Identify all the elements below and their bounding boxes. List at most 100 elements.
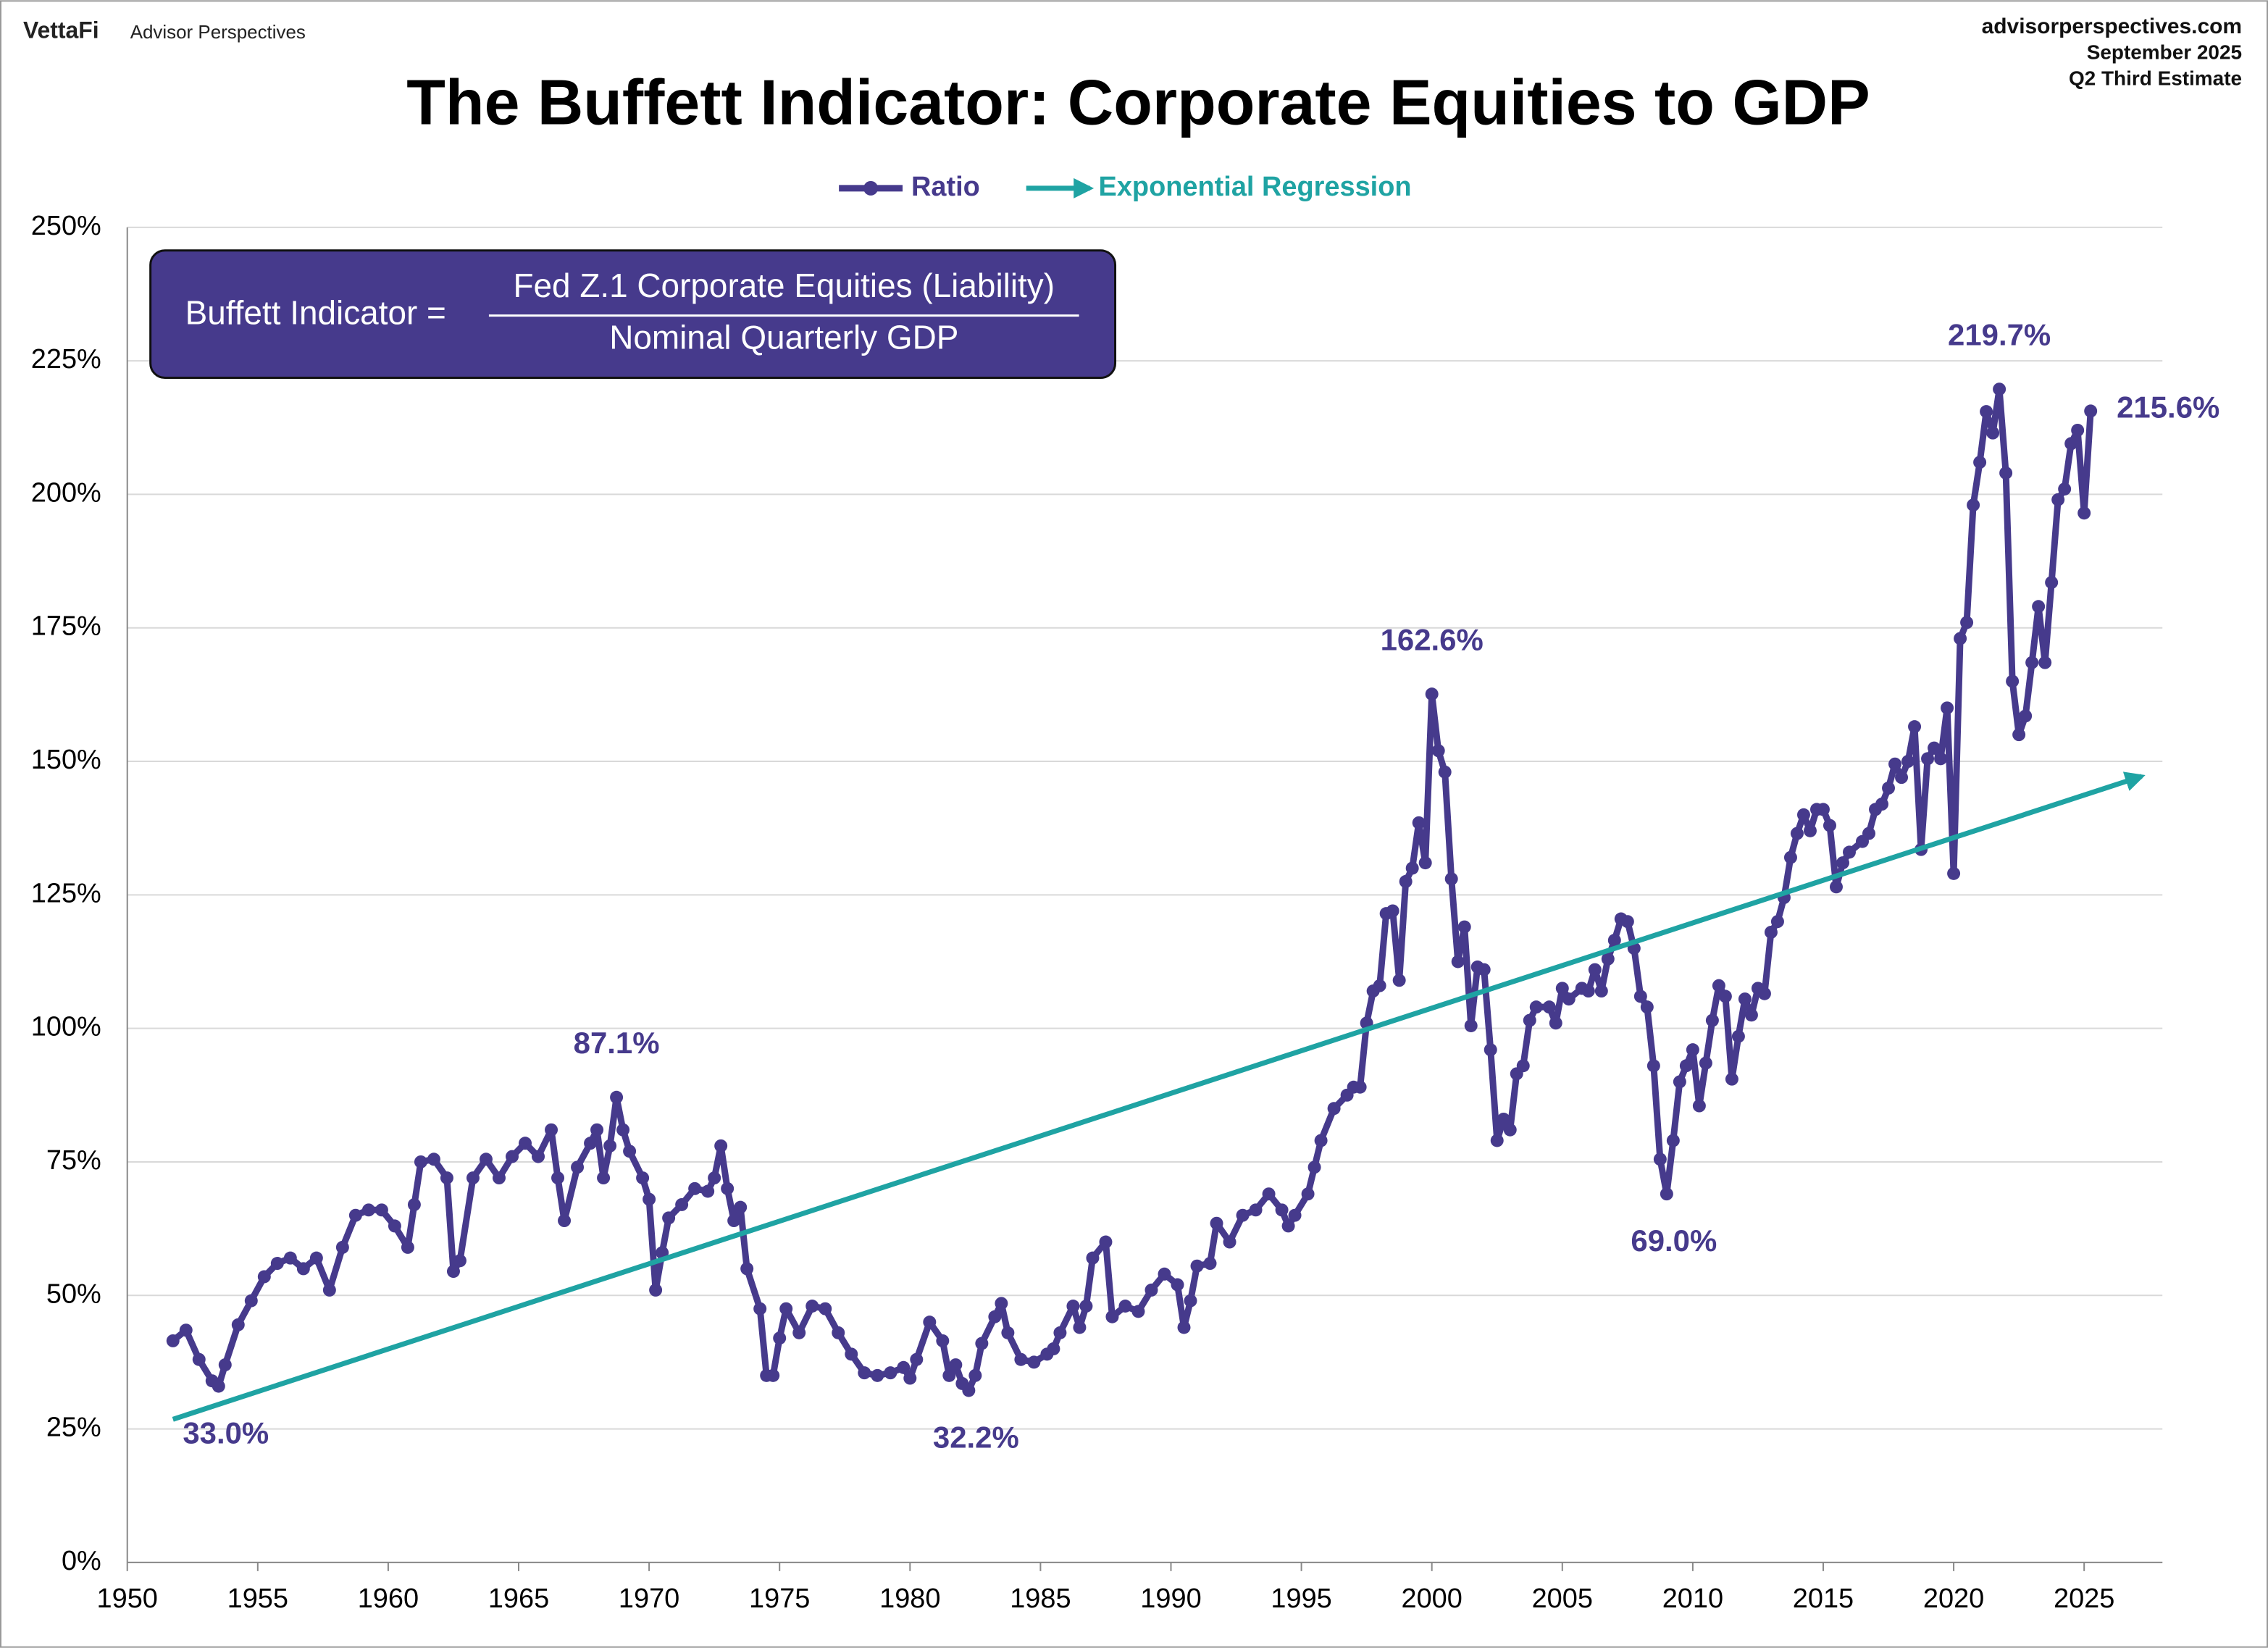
data-point (348, 1208, 362, 1222)
data-point (1425, 687, 1439, 701)
data-point (1307, 1160, 1321, 1174)
data-point (597, 1171, 611, 1185)
data-point (1712, 979, 1725, 992)
data-point (1967, 498, 1980, 512)
data-point (714, 1139, 728, 1153)
data-point (1725, 1072, 1738, 1086)
data-point (805, 1300, 819, 1313)
data-point (1803, 824, 1817, 837)
data-point (734, 1200, 748, 1214)
data-point (1686, 1043, 1699, 1057)
data-point (1464, 1019, 1478, 1032)
data-point (1999, 466, 2013, 480)
x-tick-label: 1960 (358, 1584, 419, 1614)
data-point (1666, 1134, 1680, 1147)
x-tick-label: 2005 (1532, 1584, 1593, 1614)
data-point (1223, 1235, 1236, 1249)
x-tick-label: 1990 (1140, 1584, 1201, 1614)
data-point (1001, 1326, 1015, 1339)
data-point (662, 1211, 676, 1225)
data-point (257, 1270, 271, 1284)
data-point (1457, 920, 1471, 934)
y-tick-label: 200% (31, 477, 101, 508)
data-point (1438, 765, 1452, 779)
data-point (1823, 819, 1836, 832)
data-point (766, 1368, 780, 1382)
data-point (1086, 1251, 1100, 1265)
formula-numerator: Fed Z.1 Corporate Equities (Liability) (513, 267, 1055, 304)
data-point (1790, 827, 1804, 840)
data-point (2051, 493, 2065, 506)
x-tick-label: 2015 (1793, 1584, 1854, 1614)
data-point (1399, 874, 1413, 888)
data-point (1412, 816, 1426, 829)
y-tick-label: 150% (31, 745, 101, 775)
data-point (532, 1150, 545, 1163)
data-point (388, 1219, 401, 1233)
data-point (1934, 752, 1948, 766)
data-point (506, 1150, 519, 1163)
data-point (1908, 720, 1922, 734)
data-point (995, 1297, 1008, 1310)
formula-lhs: Buffett Indicator = (185, 294, 446, 332)
data-point (675, 1197, 689, 1211)
data-point (1653, 1153, 1667, 1166)
x-tick-label: 1955 (227, 1584, 288, 1614)
y-tick-label: 75% (46, 1145, 101, 1176)
data-point (1118, 1300, 1132, 1313)
data-point (1418, 856, 1432, 870)
data-point (942, 1368, 956, 1382)
data-point (1843, 845, 1856, 859)
data-point (727, 1214, 741, 1228)
annotation: 215.6% (2117, 390, 2219, 424)
data-point (1099, 1235, 1113, 1249)
data-point (283, 1251, 297, 1265)
data-point (440, 1171, 453, 1185)
data-point (753, 1302, 767, 1316)
data-point (910, 1352, 924, 1366)
data-point (322, 1283, 336, 1297)
data-point (218, 1358, 232, 1372)
data-point (1581, 984, 1595, 998)
regression-line (172, 771, 2146, 1422)
data-point (1516, 1059, 1530, 1073)
data-point (871, 1368, 884, 1382)
y-tick-label: 175% (31, 611, 101, 642)
data-point (1386, 904, 1399, 918)
x-tick-label: 1970 (619, 1584, 679, 1614)
data-point (493, 1171, 506, 1185)
data-point (1555, 982, 1569, 995)
data-point (1816, 803, 1830, 816)
data-point (584, 1137, 598, 1150)
data-point (923, 1316, 937, 1329)
data-point (1053, 1326, 1067, 1339)
annotation: 69.0% (1631, 1224, 1717, 1258)
data-point (1588, 963, 1602, 976)
data-point (968, 1368, 982, 1382)
x-tick-label: 2020 (1923, 1584, 1984, 1614)
data-point (1281, 1219, 1295, 1233)
brand: VettaFi (23, 17, 99, 43)
data-point (1594, 984, 1608, 998)
plot-area: 0% 25% 50% 75% 100% 125% 150% 175% 200% 225% 250% 1… (31, 172, 2220, 1614)
y-tick-label: 250% (31, 211, 101, 241)
data-point (616, 1123, 630, 1137)
data-point (1131, 1305, 1145, 1318)
data-point (2084, 404, 2098, 418)
data-point (1640, 1000, 1654, 1014)
data-point (1529, 1000, 1543, 1014)
data-point (1405, 861, 1419, 875)
y-tick-label: 125% (31, 878, 101, 908)
data-point (975, 1337, 989, 1350)
data-point (1145, 1283, 1158, 1297)
data-point (1484, 1043, 1497, 1057)
data-point (1027, 1355, 1041, 1369)
data-point (903, 1371, 917, 1385)
data-point (1105, 1310, 1119, 1323)
data-point (1731, 1029, 1745, 1043)
data-point (1862, 827, 1875, 840)
data-point (1882, 781, 1896, 795)
data-point (1184, 1294, 1197, 1308)
data-point (1830, 880, 1843, 894)
